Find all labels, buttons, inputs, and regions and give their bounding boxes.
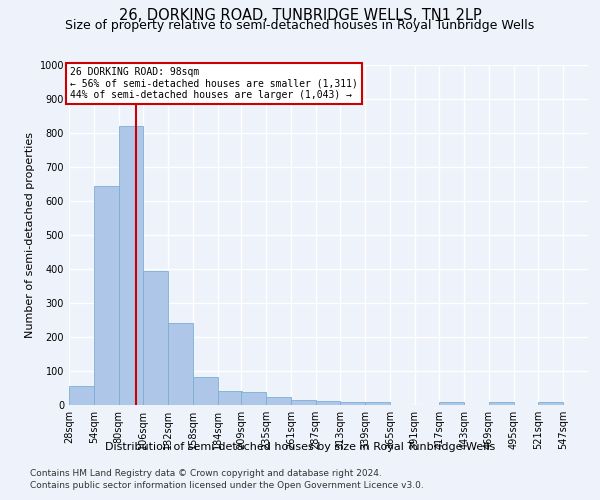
Text: Size of property relative to semi-detached houses in Royal Tunbridge Wells: Size of property relative to semi-detach…	[65, 18, 535, 32]
Bar	[489, 402, 514, 405]
Bar	[69, 386, 94, 405]
Bar	[193, 377, 218, 405]
Text: 26 DORKING ROAD: 98sqm
← 56% of semi-detached houses are smaller (1,311)
44% of : 26 DORKING ROAD: 98sqm ← 56% of semi-det…	[70, 66, 358, 100]
Bar	[365, 402, 390, 405]
Y-axis label: Number of semi-detached properties: Number of semi-detached properties	[25, 132, 35, 338]
Bar	[94, 186, 119, 405]
Bar	[143, 270, 168, 405]
Bar	[538, 402, 563, 405]
Bar	[241, 392, 266, 405]
Bar	[291, 400, 316, 405]
Text: 26, DORKING ROAD, TUNBRIDGE WELLS, TN1 2LP: 26, DORKING ROAD, TUNBRIDGE WELLS, TN1 2…	[119, 8, 481, 22]
Bar	[119, 126, 143, 405]
Bar	[168, 324, 193, 405]
Bar	[316, 401, 340, 405]
Text: Contains HM Land Registry data © Crown copyright and database right 2024.: Contains HM Land Registry data © Crown c…	[30, 468, 382, 477]
Bar	[266, 396, 291, 405]
Bar	[218, 392, 242, 405]
Text: Distribution of semi-detached houses by size in Royal Tunbridge Wells: Distribution of semi-detached houses by …	[105, 442, 495, 452]
Bar	[439, 402, 464, 405]
Text: Contains public sector information licensed under the Open Government Licence v3: Contains public sector information licen…	[30, 481, 424, 490]
Bar	[340, 402, 365, 405]
